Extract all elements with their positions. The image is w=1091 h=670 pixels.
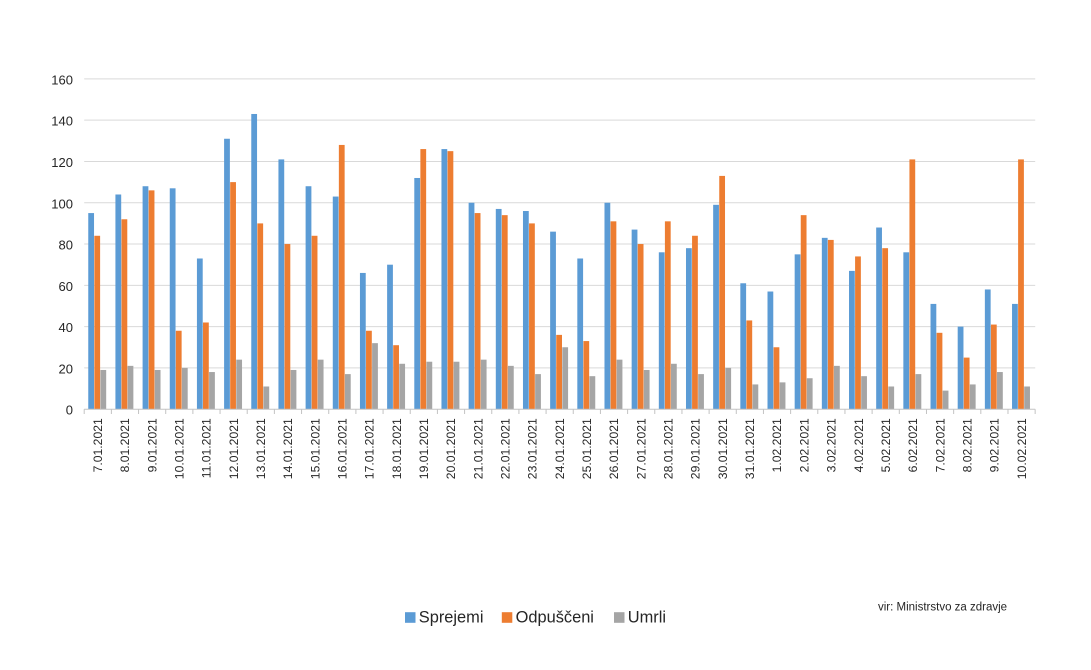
svg-text:0: 0: [66, 403, 73, 418]
svg-text:25.01.2021: 25.01.2021: [580, 418, 594, 479]
svg-text:26.01.2021: 26.01.2021: [607, 418, 621, 479]
svg-text:22.01.2021: 22.01.2021: [499, 418, 513, 479]
svg-text:21.01.2021: 21.01.2021: [471, 418, 485, 479]
svg-text:3.02.2021: 3.02.2021: [825, 418, 839, 472]
svg-text:20.01.2021: 20.01.2021: [444, 418, 458, 479]
svg-text:23.01.2021: 23.01.2021: [526, 418, 540, 479]
svg-text:vir: Ministrstvo za zdravje: vir: Ministrstvo za zdravje: [878, 601, 1007, 613]
svg-text:17.01.2021: 17.01.2021: [363, 418, 377, 479]
svg-text:Odpuščeni: Odpuščeni: [516, 608, 594, 626]
svg-text:120: 120: [51, 155, 73, 170]
svg-text:4.02.2021: 4.02.2021: [852, 418, 866, 472]
svg-text:18.01.2021: 18.01.2021: [390, 418, 404, 479]
svg-text:24.01.2021: 24.01.2021: [553, 418, 567, 479]
svg-text:60: 60: [59, 279, 73, 294]
svg-text:100: 100: [51, 196, 73, 211]
svg-text:20: 20: [59, 361, 73, 376]
svg-text:10.01.2021: 10.01.2021: [173, 418, 187, 479]
svg-text:2.02.2021: 2.02.2021: [797, 418, 811, 472]
svg-text:19.01.2021: 19.01.2021: [417, 418, 431, 479]
svg-text:8.01.2021: 8.01.2021: [118, 418, 132, 472]
svg-text:160: 160: [51, 72, 73, 87]
svg-text:5.02.2021: 5.02.2021: [879, 418, 893, 472]
svg-text:15.01.2021: 15.01.2021: [308, 418, 322, 479]
svg-text:11.01.2021: 11.01.2021: [200, 418, 214, 478]
svg-text:1.02.2021: 1.02.2021: [770, 418, 784, 472]
svg-text:9.01.2021: 9.01.2021: [145, 418, 159, 472]
svg-text:10.02.2021: 10.02.2021: [1015, 418, 1029, 479]
svg-text:6.02.2021: 6.02.2021: [906, 418, 920, 472]
svg-text:40: 40: [59, 320, 73, 335]
svg-text:31.01.2021: 31.01.2021: [743, 418, 757, 479]
svg-text:8.02.2021: 8.02.2021: [960, 418, 974, 472]
svg-text:28.01.2021: 28.01.2021: [662, 418, 676, 479]
svg-text:7.01.2021: 7.01.2021: [91, 418, 105, 472]
svg-text:30.01.2021: 30.01.2021: [716, 418, 730, 479]
svg-text:7.02.2021: 7.02.2021: [933, 418, 947, 472]
svg-text:80: 80: [59, 238, 73, 253]
svg-text:16.01.2021: 16.01.2021: [336, 418, 350, 479]
svg-text:27.01.2021: 27.01.2021: [634, 418, 648, 479]
svg-text:12.01.2021: 12.01.2021: [227, 418, 241, 479]
svg-text:13.01.2021: 13.01.2021: [254, 418, 268, 479]
svg-text:Umrli: Umrli: [628, 608, 666, 626]
svg-text:29.01.2021: 29.01.2021: [689, 418, 703, 479]
svg-text:14.01.2021: 14.01.2021: [281, 418, 295, 479]
svg-text:140: 140: [51, 114, 73, 129]
svg-text:Sprejemi: Sprejemi: [419, 608, 484, 626]
svg-text:9.02.2021: 9.02.2021: [988, 418, 1002, 472]
